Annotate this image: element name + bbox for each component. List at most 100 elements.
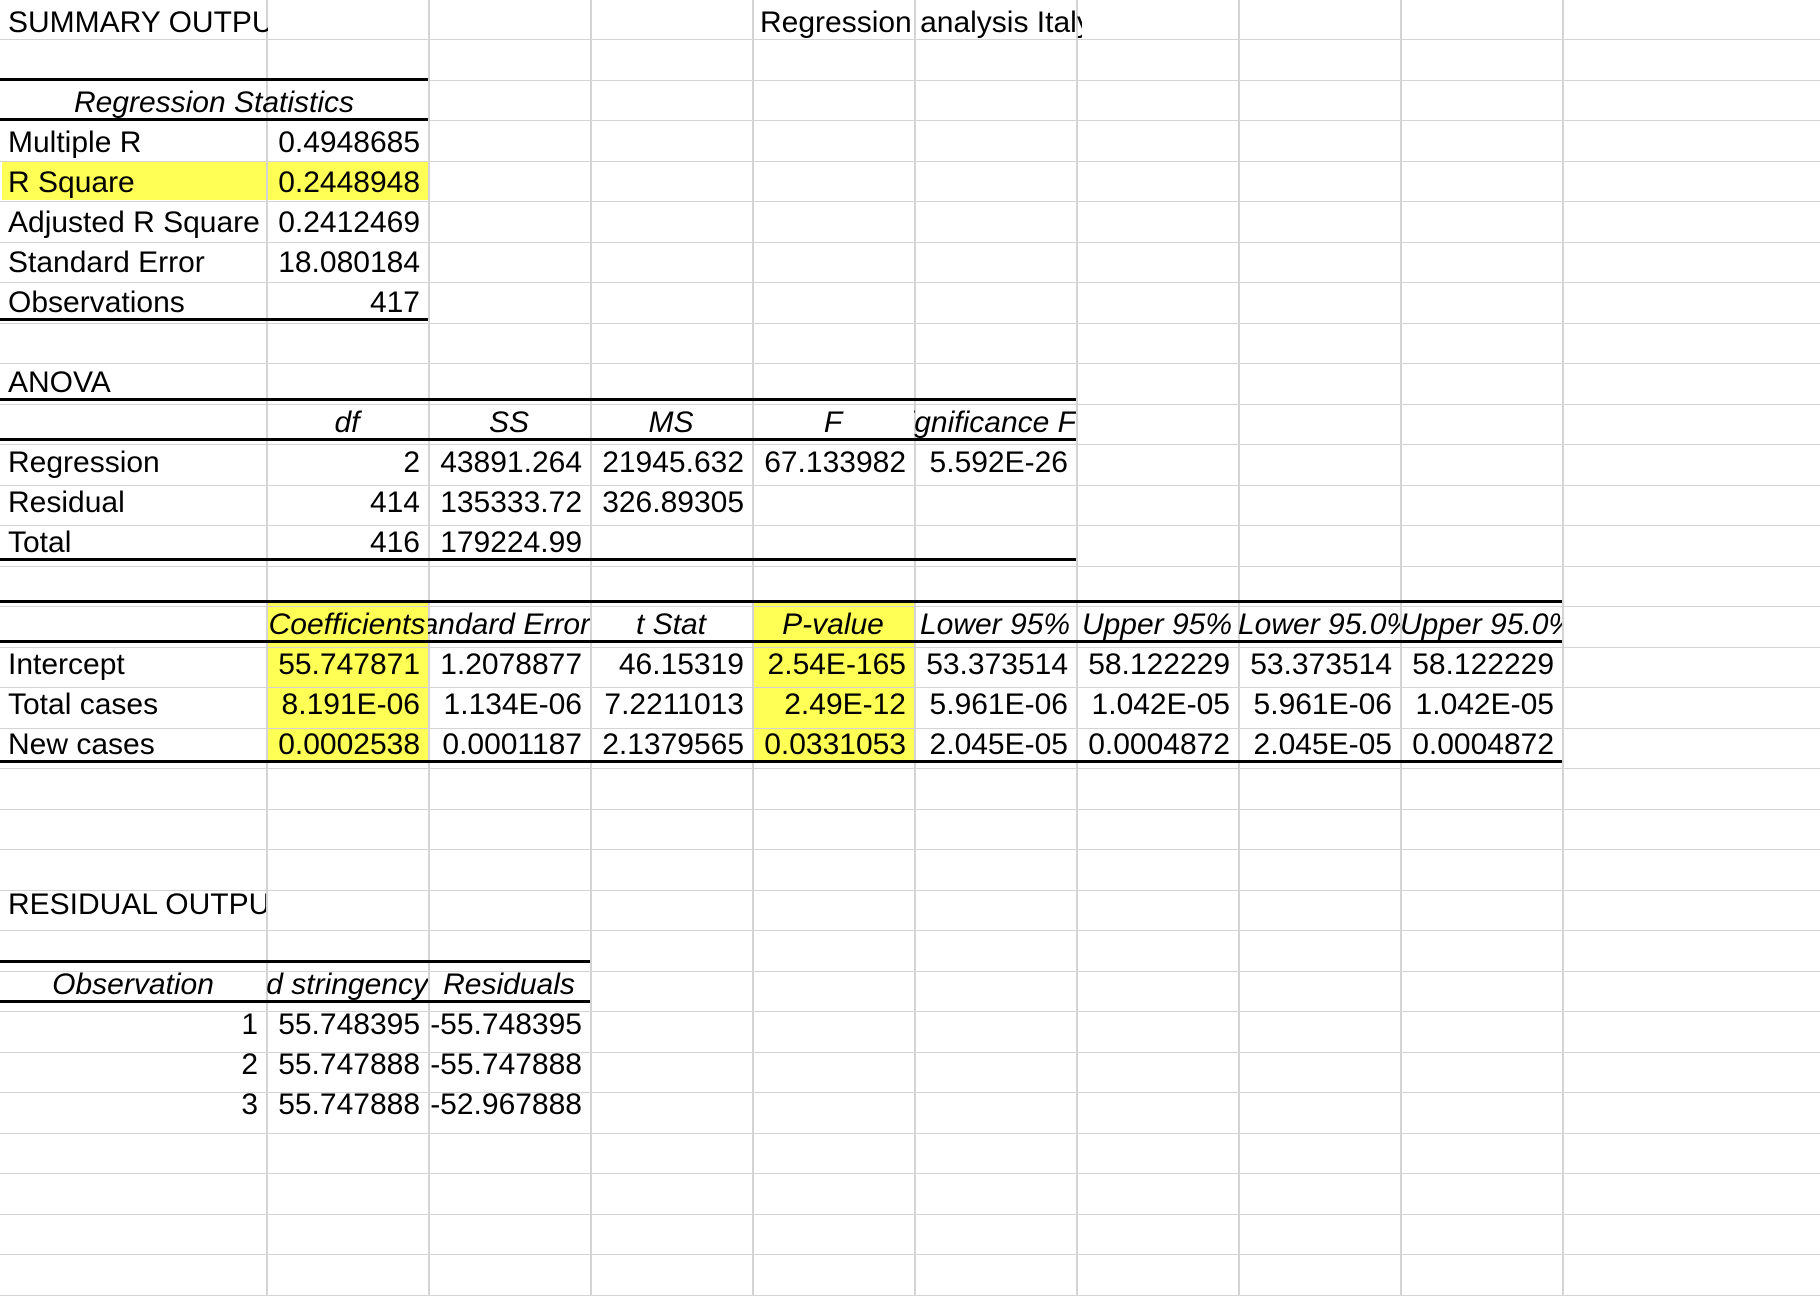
coef-value[interactable]: 1.042E-05 <box>1091 688 1230 721</box>
table-border <box>0 960 590 963</box>
grid-column-line <box>1562 0 1564 1296</box>
anova-header-significance-f[interactable]: Significance F <box>914 406 1076 439</box>
table-border <box>0 558 1076 561</box>
coef-value[interactable]: 5.961E-06 <box>1253 688 1392 721</box>
stat-label[interactable]: Multiple R <box>8 126 142 159</box>
residual-predicted[interactable]: 55.747888 <box>278 1088 420 1121</box>
stat-value[interactable]: 0.4948685 <box>278 126 420 159</box>
coef-value[interactable]: 0.0002538 <box>278 728 420 761</box>
grid-row-line <box>0 1173 1820 1174</box>
anova-df[interactable]: 414 <box>369 486 420 519</box>
coef-value[interactable]: 2.49E-12 <box>784 688 906 721</box>
sheet-title[interactable]: SUMMARY OUTPUT <box>8 6 268 39</box>
coef-value[interactable]: 55.747871 <box>278 648 420 681</box>
anova-row-label[interactable]: Regression <box>8 446 160 479</box>
residual-value[interactable]: -55.747888 <box>430 1048 582 1081</box>
anova-header-ss[interactable]: SS <box>488 406 530 439</box>
coef-value[interactable]: 5.961E-06 <box>929 688 1068 721</box>
grid-column-line <box>428 0 430 1296</box>
coef-value[interactable]: 58.122229 <box>1088 648 1230 681</box>
table-border <box>0 600 1562 603</box>
coef-header-t-stat[interactable]: t Stat <box>635 608 707 641</box>
stat-label[interactable]: Standard Error <box>8 246 205 279</box>
stat-label[interactable]: R Square <box>8 166 135 199</box>
coef-header-lower-95-0[interactable]: Lower 95.0% <box>1238 608 1400 641</box>
coef-value[interactable]: 8.191E-06 <box>281 688 420 721</box>
grid-row-line <box>0 1052 1820 1053</box>
anova-ss[interactable]: 135333.72 <box>440 486 582 519</box>
highlight-coefficients-column <box>268 602 429 760</box>
coef-header-coefficients[interactable]: Coefficients <box>268 608 426 641</box>
anova-title[interactable]: ANOVA <box>8 366 111 399</box>
anova-header-f[interactable]: F <box>823 406 843 439</box>
residual-observation[interactable]: 2 <box>241 1048 258 1081</box>
residual-output-title[interactable]: RESIDUAL OUTPUT <box>8 888 266 921</box>
anova-df[interactable]: 416 <box>369 526 420 559</box>
stat-value[interactable]: 0.2448948 <box>278 166 420 199</box>
anova-significance-f[interactable]: 5.592E-26 <box>929 446 1068 479</box>
coef-value[interactable]: 0.0004872 <box>1412 728 1554 761</box>
residual-header-residuals[interactable]: Residuals <box>443 968 575 1001</box>
coef-row-label[interactable]: Total cases <box>8 688 159 721</box>
grid-row-line <box>0 485 1820 486</box>
anova-header-df[interactable]: df <box>334 406 360 439</box>
regression-statistics-header[interactable]: Regression Statistics <box>73 86 355 119</box>
sheet-subtitle[interactable]: Regression analysis Italy <box>760 6 1082 39</box>
highlight-r-square <box>2 162 429 200</box>
coef-value[interactable]: 1.2078877 <box>440 648 582 681</box>
residual-header-predicted[interactable]: Predicted stringency <box>266 968 428 1001</box>
coef-value[interactable]: 1.134E-06 <box>443 688 582 721</box>
coef-value[interactable]: 0.0001187 <box>442 728 582 761</box>
grid-column-line <box>1238 0 1240 1296</box>
grid-row-line <box>0 687 1820 688</box>
residual-observation[interactable]: 3 <box>241 1088 258 1121</box>
residual-value[interactable]: -52.967888 <box>430 1088 582 1121</box>
coef-value[interactable]: 7.2211013 <box>604 688 744 721</box>
table-border <box>0 760 1562 763</box>
table-border <box>0 640 1562 643</box>
stat-value[interactable]: 417 <box>369 286 420 319</box>
coef-header-upper-95[interactable]: Upper 95% <box>1081 608 1233 641</box>
stat-value[interactable]: 0.2412469 <box>278 206 420 239</box>
stat-label[interactable]: Adjusted R Square <box>8 206 260 239</box>
coef-value[interactable]: 1.042E-05 <box>1415 688 1554 721</box>
coef-value[interactable]: 2.54E-165 <box>767 648 906 681</box>
residual-observation[interactable]: 1 <box>241 1008 258 1041</box>
anova-f[interactable]: 67.133982 <box>764 446 906 479</box>
stat-label[interactable]: Observations <box>8 286 185 319</box>
coef-value[interactable]: 58.122229 <box>1412 648 1554 681</box>
coef-value[interactable]: 0.0004872 <box>1088 728 1230 761</box>
anova-row-label[interactable]: Residual <box>8 486 125 519</box>
anova-row-label[interactable]: Total <box>8 526 72 559</box>
coef-value[interactable]: 53.373514 <box>1250 648 1392 681</box>
coef-row-label[interactable]: New cases <box>8 728 155 761</box>
coef-header-lower-95[interactable]: Lower 95% <box>919 608 1071 641</box>
coef-value[interactable]: 0.0331053 <box>764 728 906 761</box>
anova-ss[interactable]: 43891.264 <box>440 446 582 479</box>
coef-header-upper-95-0[interactable]: Upper 95.0% <box>1400 608 1562 641</box>
residual-predicted[interactable]: 55.748395 <box>278 1008 420 1041</box>
anova-ms[interactable]: 21945.632 <box>602 446 744 479</box>
anova-header-ms[interactable]: MS <box>648 406 694 439</box>
residual-value[interactable]: -55.748395 <box>430 1008 582 1041</box>
coef-value[interactable]: 53.373514 <box>926 648 1068 681</box>
anova-ms[interactable]: 326.89305 <box>602 486 744 519</box>
grid-row-line <box>0 161 1820 162</box>
coef-value[interactable]: 2.045E-05 <box>1253 728 1392 761</box>
anova-df[interactable]: 2 <box>403 446 420 479</box>
coef-value[interactable]: 46.15319 <box>618 648 744 681</box>
grid-row-line <box>0 323 1820 324</box>
coef-header-standard-error[interactable]: Standard Error <box>428 608 590 641</box>
grid-row-line <box>0 1092 1820 1093</box>
coef-header-p-value[interactable]: P-value <box>782 608 884 641</box>
grid-row-line <box>0 1133 1820 1134</box>
residual-header-observation[interactable]: Observation <box>52 968 214 1001</box>
stat-value[interactable]: 18.080184 <box>278 246 420 279</box>
residual-predicted[interactable]: 55.747888 <box>278 1048 420 1081</box>
coef-value[interactable]: 2.1379565 <box>602 728 744 761</box>
coef-value[interactable]: 2.045E-05 <box>929 728 1068 761</box>
anova-ss[interactable]: 179224.99 <box>440 526 582 559</box>
coef-row-label[interactable]: Intercept <box>8 648 125 681</box>
grid-row-line <box>0 1011 1820 1012</box>
